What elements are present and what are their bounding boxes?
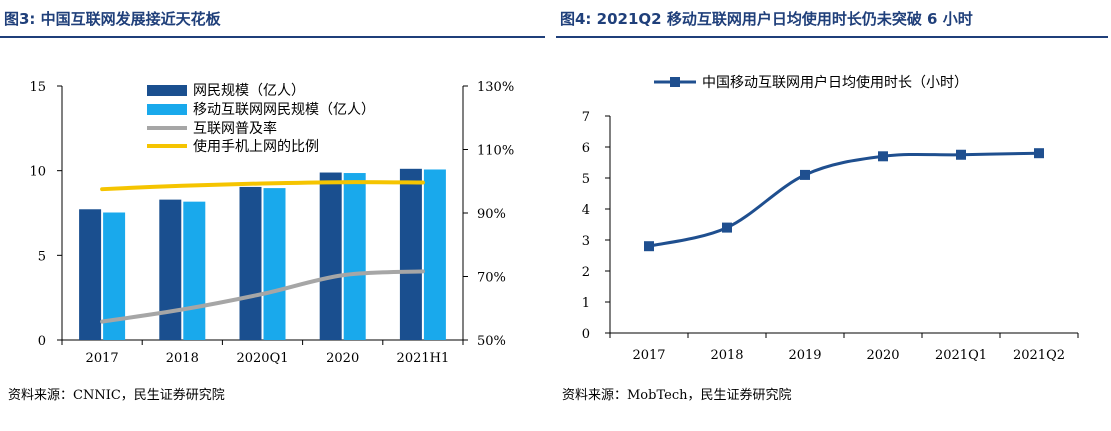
y-tick-label: 5 [38,249,46,264]
x-tick-label: 2021Q2 [1013,348,1065,363]
y2-tick-label: 110% [477,144,514,159]
x-tick-label: 2018 [710,348,743,363]
y2-tick-label: 90% [477,207,506,222]
line-daily-usage-hours [648,151,1040,248]
data-point-marker [722,222,732,233]
legend-swatch-mobile-netizen-scale [147,104,187,115]
x-tick-label: 2020 [326,351,359,366]
left-figure-panel: 图3: 中国互联网发展接近天花板 0 5 10 15 50% 70% 90% 110% 130%… [0,0,548,431]
y-tick-label: 2 [582,265,590,280]
bar-mobile-netizen-scale [103,212,126,340]
y2-tick-label: 50% [477,334,506,349]
data-point-marker [956,149,966,160]
bar-netizen-scale [239,186,262,340]
legend-label: 互联网普及率 [193,120,277,137]
bar-netizen-scale [159,199,182,340]
right-title-rule [556,36,1108,38]
legend-label: 网民规模（亿人） [193,83,305,99]
legend-swatch-marker [670,77,680,87]
y-tick-label: 7 [582,110,590,125]
y-tick-label: 5 [582,172,590,187]
y-tick-label: 0 [582,327,590,342]
right-figure-panel: 图4: 2021Q2 移动互联网用户日均使用时长仍未突破 6 小时 0 1 2 3 4 5… [556,0,1111,431]
left-figure-title: 图3: 中国互联网发展接近天花板 [4,10,221,28]
right-figure-title: 图4: 2021Q2 移动互联网用户日均使用时长仍未突破 6 小时 [560,10,973,28]
x-tick-label: 2020Q1 [236,351,288,366]
left-title-rule [0,36,545,38]
y-tick-label: 3 [582,234,590,249]
y-tick-label: 10 [29,165,46,180]
legend-swatch-netizen-scale [147,85,187,96]
bar-netizen-scale [399,168,422,340]
x-tick-label: 2018 [166,351,199,366]
y-tick-label: 1 [582,296,590,311]
y2-tick-label: 70% [477,271,506,286]
right-chart: 0 1 2 3 4 5 6 7 2017 2018 2019 2020 2021Q1 2021Q2 中国移动… [582,74,1079,363]
y-tick-label: 15 [29,80,46,95]
x-tick-label: 2021H1 [397,351,450,366]
bar-netizen-scale [79,209,102,340]
left-source-note: 资料来源：CNNIC，民生证券研究院 [8,388,225,403]
right-source-note: 资料来源：MobTech，民生证券研究院 [562,388,792,403]
bar-mobile-netizen-scale [343,173,366,340]
legend-label: 使用手机上网的比例 [193,138,319,155]
bar-mobile-netizen-scale [263,188,286,340]
line-mobile-share [100,180,425,192]
data-point-marker [1034,148,1044,159]
line-internet-penetration [100,269,425,324]
data-point-marker [878,151,888,162]
legend-label: 移动互联网网民规模（亿人） [193,102,375,118]
y-tick-label: 4 [582,203,590,218]
left-chart: 0 5 10 15 50% 70% 90% 110% 130% 2017 2018 2020Q1 202… [29,80,514,366]
y-tick-label: 0 [38,334,46,349]
y2-tick-label: 130% [477,80,514,95]
x-tick-label: 2020 [866,348,899,363]
x-tick-label: 2017 [632,348,665,363]
x-tick-label: 2017 [86,351,119,366]
y-tick-label: 6 [582,141,590,156]
data-point-marker [800,169,810,180]
data-point-marker [644,241,654,252]
x-tick-label: 2019 [788,348,821,363]
legend-label: 中国移动互联网用户日均使用时长（小时） [702,74,968,91]
x-tick-label: 2021Q1 [935,348,987,363]
bar-netizen-scale [319,172,342,340]
bar-mobile-netizen-scale [423,169,446,340]
bar-mobile-netizen-scale [183,201,206,340]
